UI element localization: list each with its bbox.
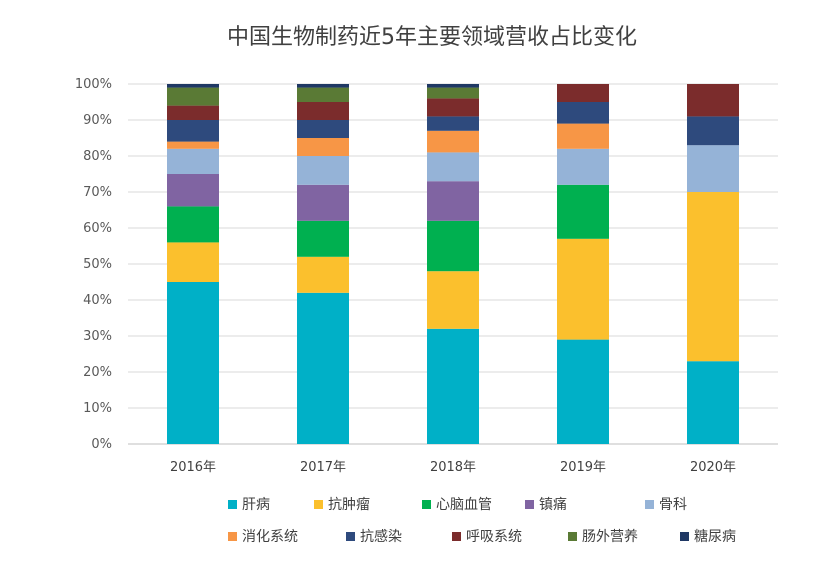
bar-segment (167, 282, 219, 444)
bar-segment (427, 220, 479, 272)
x-tick-label: 2018年 (430, 460, 476, 475)
bar-segment (167, 84, 219, 88)
bar-segment (427, 87, 479, 99)
y-tick-label: 10% (83, 401, 112, 416)
y-tick-label: 70% (83, 185, 112, 200)
legend-swatch (680, 532, 689, 541)
y-tick-label: 50% (83, 257, 112, 272)
bar-segment (297, 220, 349, 257)
bar-segment (557, 102, 609, 124)
bar-segment (167, 148, 219, 174)
bar-segment (297, 184, 349, 221)
bar-segment (297, 256, 349, 293)
bar-segment (297, 292, 349, 444)
legend-swatch (645, 500, 654, 509)
bar-segment (167, 120, 219, 142)
legend-swatch (568, 532, 577, 541)
legend-label: 骨科 (659, 497, 687, 513)
legend-swatch (228, 500, 237, 509)
bar-segment (427, 181, 479, 221)
x-tick-label: 2017年 (300, 460, 346, 475)
bar-segment (427, 130, 479, 153)
legend-label: 抗感染 (360, 528, 402, 545)
bar-segment (297, 84, 349, 88)
legend-label: 糖尿病 (694, 529, 736, 545)
y-tick-label: 100% (75, 77, 112, 92)
bar-segment (297, 120, 349, 138)
bar-segment (687, 192, 739, 362)
y-tick-label: 40% (83, 293, 112, 308)
legend-label: 肝病 (242, 497, 270, 513)
bar-segment (167, 206, 219, 243)
bar-segment (427, 84, 479, 88)
legend-swatch (525, 500, 534, 509)
legend-swatch (228, 532, 237, 541)
bar-segment (557, 148, 609, 185)
legend-swatch (346, 532, 355, 541)
legend-label: 消化系统 (242, 529, 298, 545)
bar-segment (557, 238, 609, 340)
bar-segment (427, 152, 479, 182)
bar-segment (167, 242, 219, 282)
y-tick-label: 20% (83, 365, 112, 380)
legend-label: 抗肿瘤 (328, 496, 370, 513)
x-axis-tick-labels: 2016年 2017年 2018年 2019年 2020年 (170, 460, 736, 475)
legend-swatch (422, 500, 431, 509)
bar-segment (167, 105, 219, 120)
bar-segment (557, 184, 609, 239)
legend-swatch (452, 532, 461, 541)
y-tick-label: 30% (83, 329, 112, 344)
y-tick-label: 90% (83, 113, 112, 128)
x-tick-label: 2019年 (560, 460, 606, 475)
bar-segment (427, 271, 479, 329)
bar-segment (297, 156, 349, 185)
bar-segment (297, 102, 349, 120)
y-tick-label: 60% (83, 221, 112, 236)
bar-segment (687, 145, 739, 192)
bar-segment (557, 339, 609, 444)
bar-segment (427, 116, 479, 131)
legend-label: 心脑血管 (436, 497, 492, 513)
bar-segment (687, 84, 739, 117)
bar-segment (687, 361, 739, 444)
bar-segment (297, 138, 349, 156)
bar-segment (167, 87, 219, 106)
legend-label: 肠外营养 (582, 529, 638, 545)
legend-swatch (314, 500, 323, 509)
bar-segment (557, 84, 609, 102)
bar-segment (687, 116, 739, 146)
bars (167, 84, 739, 444)
bar-segment (297, 87, 349, 102)
bar-segment (427, 328, 479, 444)
y-tick-label: 80% (83, 149, 112, 164)
bar-segment (167, 141, 219, 149)
x-tick-label: 2020年 (690, 460, 736, 475)
bar-segment (557, 123, 609, 149)
legend-label: 镇痛 (539, 496, 567, 513)
chart-title: 中国生物制药近5年主要领域营收占比变化 (227, 25, 637, 50)
legend-label: 呼吸系统 (466, 529, 522, 545)
x-tick-label: 2016年 (170, 460, 216, 475)
bar-segment (427, 98, 479, 117)
y-tick-label: 0% (91, 437, 112, 452)
bar-segment (167, 174, 219, 207)
y-axis-tick-labels: 0% 10% 20% 30% 40% 50% 60% 70% 80% 90% 100% (75, 77, 112, 452)
